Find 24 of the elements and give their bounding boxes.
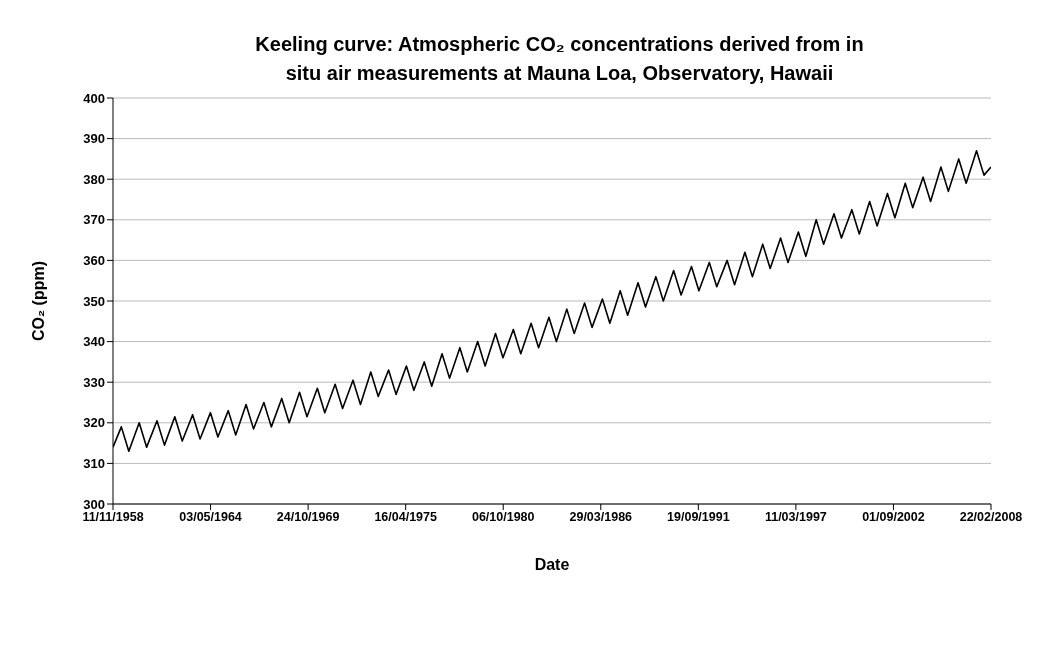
x-tick-label: 22/02/2008 [959,509,1023,524]
x-tick-label: 16/04/1975 [374,509,437,524]
y-tick-label: 300 [83,496,105,512]
x-tick-label: 24/10/1969 [276,509,340,524]
x-tick-label: 29/03/1986 [569,509,633,524]
x-tick-label: 01/09/2002 [862,509,925,524]
y-tick-label: 340 [83,334,105,350]
y-tick-label: 330 [83,374,105,390]
y-tick-label: 320 [83,415,105,431]
y-tick-label: 380 [83,171,105,187]
y-axis-title: CO₂ (ppm) [29,261,47,341]
y-tick-label: 360 [83,253,105,269]
y-tick-label: 370 [83,212,105,228]
y-tick-label: 310 [83,456,105,472]
x-tick-label: 19/09/1991 [667,509,730,524]
y-tick-label: 400 [83,90,105,106]
chart-title: Keeling curve: Atmospheric CO₂ concentrations derived from in situ air measurements at Mauna Loa, Observatory, Hawaii [254,32,865,86]
x-tick-label: 11/03/1997 [764,509,827,524]
x-tick-label: 03/05/1964 [179,509,242,524]
y-tick-label: 350 [83,293,105,309]
x-tick-label: 11/11/1958 [82,509,144,524]
x-tick-label: 06/10/1980 [471,509,535,524]
x-axis-title: Date [534,556,570,573]
y-tick-label: 390 [83,131,105,147]
